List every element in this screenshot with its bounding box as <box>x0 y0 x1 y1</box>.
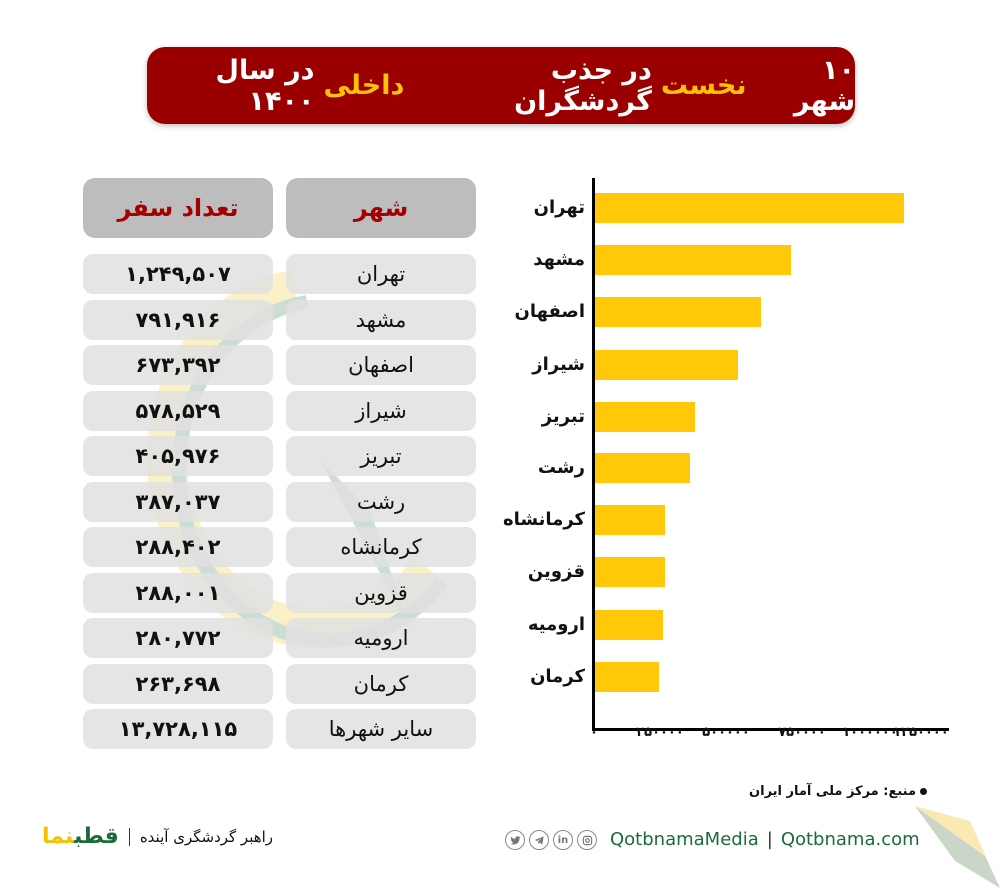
bar <box>595 297 761 327</box>
header-trip-count: تعداد سفر <box>83 178 273 238</box>
bar-label: تبریز <box>541 406 585 427</box>
source-note: منبع: مرکز ملی آمار ایران <box>749 784 927 799</box>
bar-row: کرمان <box>500 662 970 692</box>
cell-city: مشهد <box>286 299 476 340</box>
x-tick: ۵۰۰۰۰۰ <box>702 725 750 740</box>
bar-row: رشت <box>500 453 970 483</box>
cell-city: اصفهان <box>286 345 476 385</box>
table-row: ۴۰۵,۹۷۶ تبریز <box>83 436 477 476</box>
x-tick: ۰ <box>590 725 598 740</box>
brand-logo: قطبنما <box>42 824 119 849</box>
x-tick: ۲۵۰۰۰۰ <box>636 725 684 740</box>
telegram-icon[interactable] <box>529 830 549 850</box>
bar-row: قزوین <box>500 557 970 587</box>
bar-row: تبریز <box>500 402 970 432</box>
social-handle-link[interactable]: QotbnamaMedia <box>610 829 759 850</box>
linkedin-icon[interactable]: in <box>553 830 573 850</box>
bar-label: ارومیه <box>527 614 585 635</box>
brand-divider <box>128 827 130 846</box>
source-text: منبع: مرکز ملی آمار ایران <box>749 784 916 799</box>
cell-count: ۲۸۸,۰۰۱ <box>83 572 273 613</box>
bar <box>595 245 791 275</box>
bar <box>595 610 663 640</box>
cell-count: ۲۶۳,۶۹۸ <box>83 663 273 704</box>
bar-label: کرمانشاه <box>502 509 585 530</box>
twitter-icon[interactable] <box>505 830 525 850</box>
cell-count: ۵۷۸,۵۲۹ <box>83 390 273 431</box>
cell-count: ۲۸۸,۴۰۲ <box>83 527 273 567</box>
bar-row: مشهد <box>500 245 970 275</box>
cell-city: کرمان <box>286 663 476 704</box>
table-row: ۲۸۸,۴۰۲ کرمانشاه <box>83 527 477 567</box>
site-links: QotbnamaMedia | Qotbnama.com <box>610 829 920 850</box>
bar-label: مشهد <box>533 249 585 270</box>
title-part5: در سال ۱۴۰۰ <box>215 54 315 117</box>
cell-count: ۱۳,۷۲۸,۱۱۵ <box>83 709 273 749</box>
cell-city: شیراز <box>286 390 476 431</box>
bar-row: اصفهان <box>500 297 970 327</box>
cell-count: ۷۹۱,۹۱۶ <box>83 299 273 340</box>
brand: قطبنما راهبر گردشگری آینده <box>42 824 273 849</box>
cell-city: تهران <box>286 254 476 294</box>
table-row: ۲۶۳,۶۹۸ کرمان <box>83 663 477 704</box>
bullet-icon <box>920 788 927 795</box>
table-row: ۲۸۰,۷۷۲ ارومیه <box>83 618 477 658</box>
table-row: ۵۷۸,۵۲۹ شیراز <box>83 390 477 431</box>
cell-count: ۲۸۰,۷۷۲ <box>83 618 273 658</box>
title-highlight-top: نخست <box>660 70 747 101</box>
cell-city: سایر شهرها <box>286 709 476 749</box>
table-row: ۱,۲۴۹,۵۰۷ تهران <box>83 254 477 294</box>
cell-count: ۴۰۵,۹۷۶ <box>83 436 273 476</box>
instagram-icon[interactable] <box>577 830 597 850</box>
title-part3: در جذب گردشگران <box>514 54 652 117</box>
cell-city: تبریز <box>286 436 476 476</box>
bar-label: کرمان <box>530 666 585 687</box>
bar-label: اصفهان <box>514 301 585 322</box>
header-city: شهر <box>286 178 476 238</box>
cell-city: رشت <box>286 481 476 522</box>
brand-tagline: راهبر گردشگری آینده <box>139 827 274 846</box>
bar-label: قزوین <box>527 561 585 582</box>
corner-decoration-icon <box>915 806 1000 888</box>
bar <box>595 193 904 223</box>
title-part1: ۱۰ شهر <box>793 54 855 117</box>
x-tick: ۱۲۵۰۰۰۰ <box>893 725 949 740</box>
bar-row: ارومیه <box>500 610 970 640</box>
bar-label: تهران <box>533 197 585 218</box>
bar-row: تهران <box>500 193 970 223</box>
x-tick: ۷۵۰۰۰۰ <box>778 725 826 740</box>
title-banner: ۱۰ شهر نخست در جذب گردشگران داخلی در سال… <box>147 47 855 124</box>
x-axis <box>592 728 949 731</box>
cell-count: ۳۸۷,۰۳۷ <box>83 481 273 522</box>
bar-label: شیراز <box>532 354 585 375</box>
bar <box>595 557 665 587</box>
bar-label: رشت <box>537 457 585 478</box>
cell-city: قزوین <box>286 572 476 613</box>
bar <box>595 350 738 380</box>
cell-city: ارومیه <box>286 618 476 658</box>
table-row: ۱۳,۷۲۸,۱۱۵ سایر شهرها <box>83 709 477 749</box>
social-links: in <box>505 830 597 850</box>
table-row: ۳۸۷,۰۳۷ رشت <box>83 481 477 522</box>
bar <box>595 505 665 535</box>
table-row: ۷۹۱,۹۱۶ مشهد <box>83 299 477 340</box>
bar <box>595 402 695 432</box>
cell-count: ۱,۲۴۹,۵۰۷ <box>83 254 273 294</box>
table-row: ۲۸۸,۰۰۱ قزوین <box>83 572 477 613</box>
cell-city: کرمانشاه <box>286 527 476 567</box>
separator: | <box>766 829 773 850</box>
bar-row: کرمانشاه <box>500 505 970 535</box>
bar-chart: تهران مشهد اصفهان شیراز تبریز رشت کرمانش… <box>500 170 970 770</box>
bar-row: شیراز <box>500 350 970 380</box>
cell-count: ۶۷۳,۳۹۲ <box>83 345 273 385</box>
bar <box>595 453 690 483</box>
x-tick: ۱۰۰۰۰۰۰ <box>842 725 898 740</box>
title-highlight-domestic: داخلی <box>323 70 405 101</box>
bar <box>595 662 659 692</box>
y-axis <box>592 178 595 731</box>
website-link[interactable]: Qotbnama.com <box>780 829 920 850</box>
table-row: ۶۷۳,۳۹۲ اصفهان <box>83 345 477 385</box>
